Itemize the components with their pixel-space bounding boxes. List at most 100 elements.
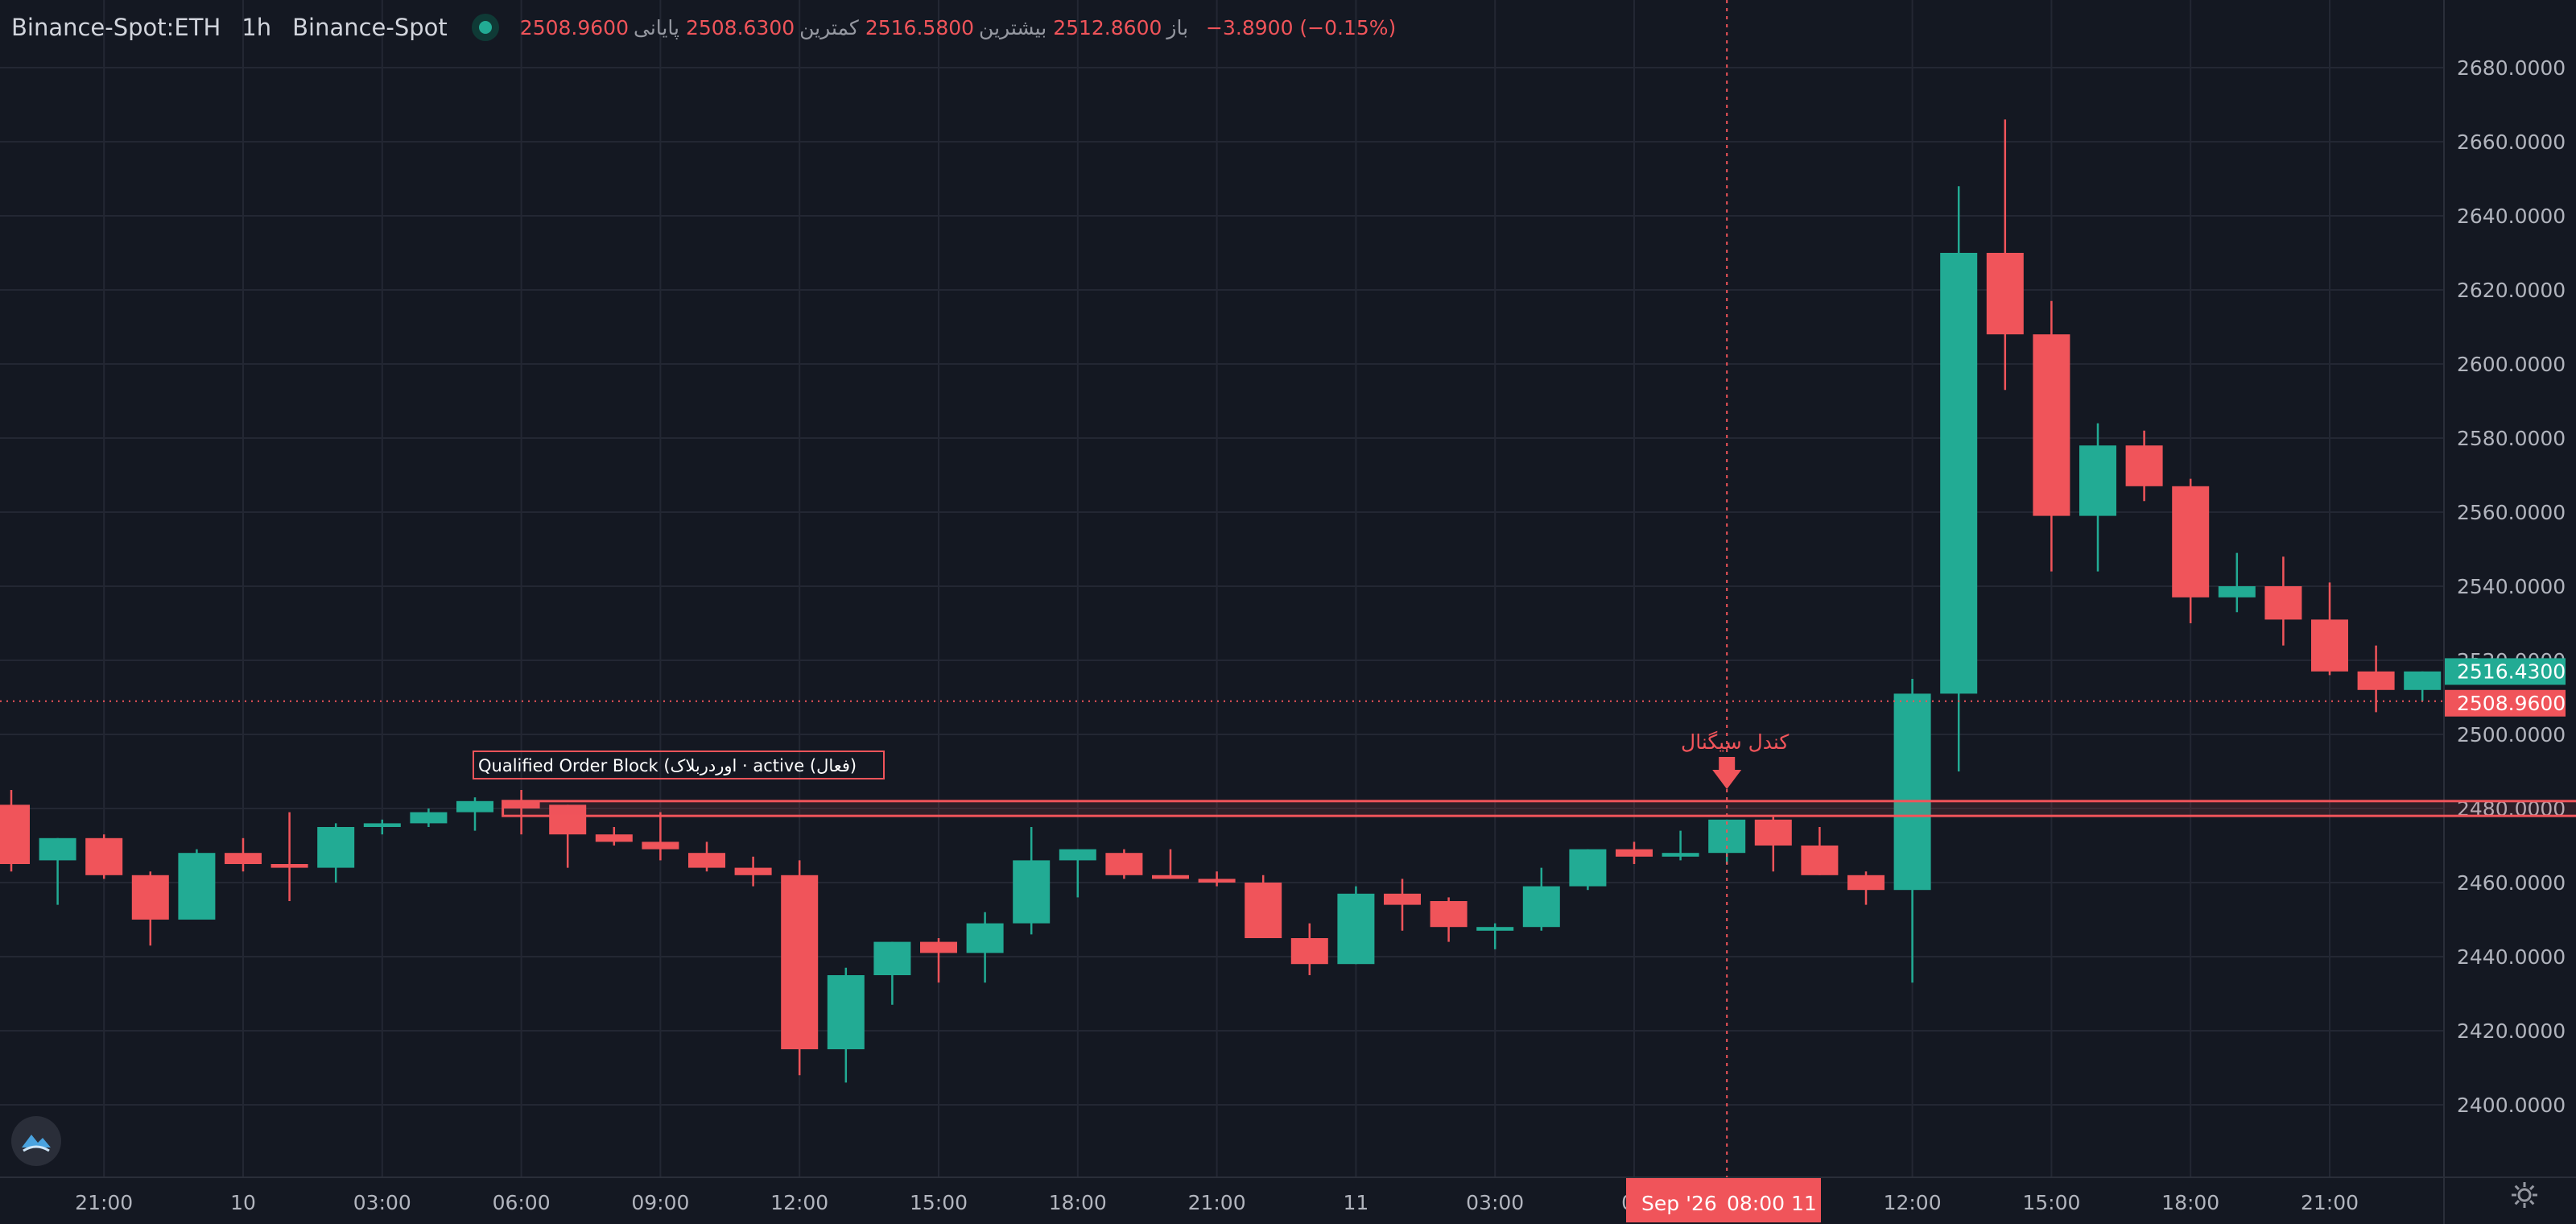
candle[interactable] [966,912,1004,983]
candle[interactable] [410,808,448,827]
price-tick-label: 2460.0000 [2457,871,2566,895]
candle-body [85,837,123,875]
time-tick-label: 15:00 [910,1191,968,1214]
candle[interactable] [1986,119,2024,391]
candle-body [1940,253,1978,694]
candle[interactable] [781,860,819,1076]
candle[interactable] [1013,827,1051,935]
candle[interactable] [1662,830,1699,861]
candle[interactable] [0,790,30,872]
crosshair-time: 08:00 11 [1727,1192,1817,1215]
candle[interactable] [1337,886,1375,965]
candle[interactable] [456,797,493,831]
candle[interactable] [2404,671,2442,701]
candle-body [1986,253,2024,335]
time-tick-label: 09:00 [631,1191,689,1214]
candle[interactable] [1198,871,1236,887]
candle-body [966,923,1004,953]
candle-body [225,853,262,864]
candle[interactable] [1940,186,1978,771]
time-axis[interactable]: 21:00 10 03:00 06:00 09:00 12:00 15:00 18:00 21:… [0,1176,2576,1214]
candle[interactable] [1893,679,1931,983]
time-tick-label: 06:00 [493,1191,551,1214]
candle[interactable] [1616,842,1653,864]
candle-body [1198,879,1236,883]
candle-body [1290,938,1328,965]
candle[interactable] [1801,827,1839,875]
candle[interactable] [1152,849,1189,879]
mountain-logo-icon [22,1135,51,1152]
candle-body [1801,846,1839,875]
legend-exchange: Binance-Spot [292,14,448,41]
candle-body [595,834,633,842]
candle[interactable] [873,941,911,1005]
candle[interactable] [2218,552,2256,613]
candle[interactable] [2125,430,2163,502]
price-tick-label: 2580.0000 [2457,427,2566,450]
crosshair-date: Sep '26 [1641,1192,1717,1215]
candle[interactable] [270,812,308,901]
price-axis-badge-label: 2508.9600 [2457,692,2566,715]
candle[interactable] [595,827,633,846]
price-tick-label: 2620.0000 [2457,279,2566,302]
legend-high-label: بیشترین [979,15,1047,39]
candle[interactable] [688,842,725,872]
order-block-label: Qualified Order Block (اوردربلاک · activ… [478,756,857,775]
candle[interactable] [363,819,401,835]
candle[interactable] [1569,849,1607,891]
candle[interactable] [1754,816,1792,872]
time-tick-label: 18:00 [1049,1191,1107,1214]
brand-logo-icon[interactable] [11,1116,61,1166]
time-tick-label: 03:00 [353,1191,411,1214]
price-axis-badge [2445,689,2566,717]
order-block-zone[interactable] [502,800,2576,817]
candle[interactable] [1430,897,1468,942]
candle[interactable] [1105,849,1143,879]
candle[interactable] [1059,849,1096,898]
candle[interactable] [2264,556,2302,646]
candle-body [1013,860,1051,924]
candle-body [1522,886,1560,928]
candle[interactable] [1245,875,1282,938]
candle-body [410,812,448,824]
candle[interactable] [827,967,865,1083]
price-axis[interactable]: 2680.0000 2660.0000 2640.0000 2620.0000 2600… [2443,0,2566,1224]
settings-gear-icon[interactable] [2510,1181,2539,1210]
candle[interactable] [2357,645,2395,713]
candle[interactable] [2172,478,2210,623]
legend-interval[interactable]: 1h [242,14,272,41]
candle[interactable] [39,837,76,905]
candle-body [1847,875,1885,891]
candle-body [549,804,587,835]
candle[interactable] [2311,582,2348,676]
candle[interactable] [1847,871,1885,905]
candle[interactable] [131,871,169,946]
crosshair-time-badge [1626,1178,1821,1222]
candle[interactable] [642,812,679,861]
time-tick-label: 21:00 [2301,1191,2359,1214]
candle[interactable] [1522,867,1560,931]
candle[interactable] [2033,300,2070,572]
candle-body [1476,927,1514,931]
candle[interactable] [502,790,540,835]
price-tick-label: 2420.0000 [2457,1019,2566,1043]
candle[interactable] [1476,923,1514,949]
candle-body [2357,671,2395,690]
legend-symbol[interactable]: Binance-Spot:ETH [11,14,221,41]
candle[interactable] [85,834,123,879]
candle[interactable] [734,856,772,887]
candle[interactable] [1384,879,1421,931]
candle[interactable] [2079,423,2116,572]
signal-arrow-icon [1712,757,1742,789]
candle[interactable] [920,938,957,983]
candle-body [2311,619,2348,672]
candle-body [0,804,30,864]
candle[interactable] [317,823,355,883]
candle[interactable] [178,849,216,920]
legend-open-label: باز [1166,15,1189,39]
candle-body [1384,893,1421,905]
candle[interactable] [225,837,262,872]
candle[interactable] [1290,923,1328,975]
